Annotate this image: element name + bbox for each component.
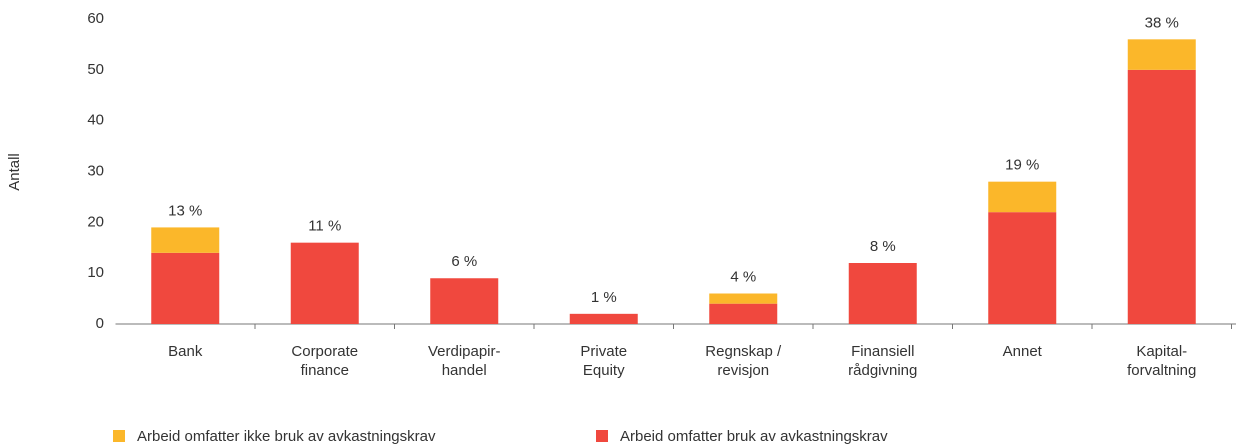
x-tick-label: Finansiell rådgivning: [848, 343, 917, 379]
y-tick-label: 10: [87, 264, 104, 281]
legend-label: Arbeid omfatter bruk av avkastningskrav: [620, 428, 888, 445]
bar-segment: [569, 313, 638, 324]
bar-segment: [848, 263, 917, 324]
bar-segment: [988, 212, 1057, 324]
x-tick-label: Corporate finance: [291, 343, 358, 379]
x-tick-label: Annet: [1003, 343, 1043, 360]
x-tick-label: Verdipapir-handel: [428, 343, 501, 379]
bar-segment: [988, 181, 1057, 213]
x-tick-label: Bank: [168, 343, 203, 360]
bar-annotation: 1 %: [591, 289, 617, 306]
bar-segment: [151, 227, 220, 253]
x-tick-label: Regnskap / revisjon: [705, 343, 782, 379]
bar-segment: [1127, 69, 1196, 324]
legend-swatch: [113, 430, 125, 442]
bar-annotation: 6 %: [451, 253, 477, 270]
y-tick-label: 20: [87, 213, 104, 230]
bar-annotation: 4 %: [730, 268, 756, 285]
y-tick-label: 0: [96, 315, 104, 332]
bar-annotation: 19 %: [1005, 157, 1039, 174]
legend-swatch: [596, 430, 608, 442]
bar-annotation: 8 %: [870, 238, 896, 255]
bar-annotation: 11 %: [308, 218, 341, 235]
y-tick-label: 40: [87, 112, 104, 129]
bar-annotation: 13 %: [168, 202, 202, 219]
bar-segment: [290, 242, 359, 324]
legend-label: Arbeid omfatter ikke bruk av avkastnings…: [137, 428, 436, 445]
bar-segment: [430, 278, 499, 324]
bar-annotation: 38 %: [1145, 14, 1179, 31]
bar-segment: [151, 252, 220, 324]
bar-segment: [1127, 39, 1196, 70]
x-tick-label: Private Equity: [580, 343, 627, 379]
bar-segment: [709, 293, 778, 304]
x-tick-label: Kapital-forvaltning: [1127, 343, 1196, 379]
y-tick-label: 30: [87, 162, 104, 179]
y-axis-label: Antall: [6, 153, 23, 191]
y-tick-label: 60: [87, 10, 104, 27]
y-tick-label: 50: [87, 61, 104, 78]
bar-segment: [709, 303, 778, 324]
